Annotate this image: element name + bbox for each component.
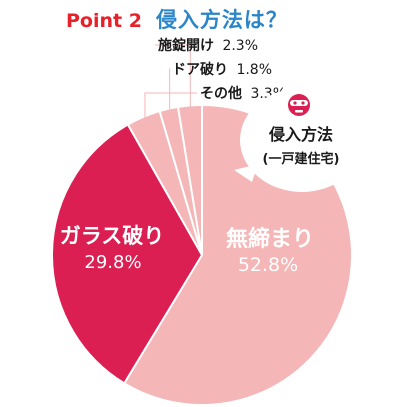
slice-value-mushime: 52.8% (238, 254, 298, 276)
bubble-line1: 侵入方法 (268, 125, 333, 144)
page-title: Point 2 侵入方法は？ (66, 4, 288, 34)
leader-line-sejo (155, 44, 191, 110)
slice-label-mushime: 無締まり (226, 226, 314, 252)
bubble-line2: (一戸建住宅) (263, 151, 340, 167)
speech-bubble: 侵入方法 (一戸建住宅) (234, 88, 364, 192)
leader-line-door (169, 68, 171, 113)
title-point: Point 2 (66, 10, 142, 32)
leader-line-other (144, 92, 197, 121)
minor-label-sejo: 施錠開け 2.3% (158, 37, 258, 54)
slice-value-glass: 29.8% (84, 252, 141, 273)
burglar-mask-icon (288, 94, 310, 116)
slice-label-glass: ガラス破り (60, 224, 165, 248)
minor-label-door: ドア破り 1.8% (172, 61, 272, 78)
title-main: 侵入方法は？ (155, 8, 288, 32)
